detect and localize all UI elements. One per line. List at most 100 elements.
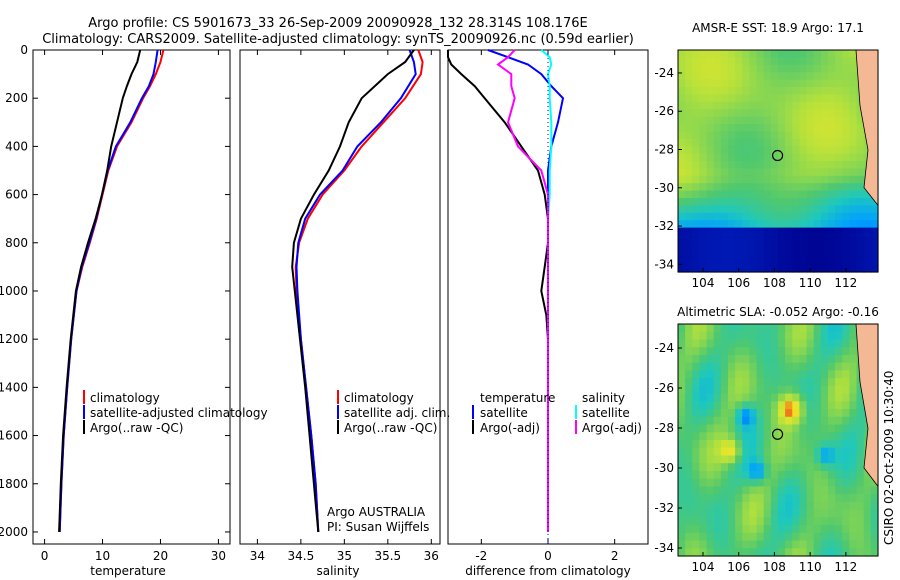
map-cell	[870, 517, 879, 526]
map-cell	[856, 447, 865, 456]
map-cell	[763, 249, 772, 258]
map-cell	[792, 153, 800, 162]
map-cell	[820, 190, 829, 199]
map-cell	[842, 478, 850, 487]
map-cell	[849, 347, 858, 356]
map-cell	[835, 494, 843, 503]
map-cell	[799, 116, 808, 125]
map-cell	[763, 161, 772, 169]
map-cell	[835, 94, 843, 103]
map-cell	[720, 324, 729, 333]
map-cell	[685, 447, 693, 456]
map-cell	[699, 153, 708, 162]
map-cell	[735, 205, 743, 214]
map-cell	[749, 183, 758, 192]
map-cell	[806, 339, 815, 348]
map-cell	[813, 385, 822, 395]
map-cell	[728, 146, 736, 155]
map-cell	[856, 470, 865, 480]
map-cell	[849, 161, 858, 169]
map-cell	[849, 494, 858, 503]
map-cell	[692, 494, 700, 503]
y-tick-label: 600	[5, 188, 28, 202]
map-cell	[842, 509, 850, 518]
sst-map-title: AMSR-E SST: 18.9 Argo: 17.1	[692, 21, 864, 35]
map-cell	[678, 190, 686, 199]
map-cell	[806, 94, 815, 103]
map-cell	[728, 220, 736, 229]
map-cell	[685, 227, 693, 236]
sla-map-title: Altimetric SLA: -0.052 Argo: -0.16	[677, 305, 879, 319]
map-cell	[785, 87, 793, 95]
map-cell	[813, 339, 822, 348]
map-cell	[806, 409, 815, 418]
map-cell	[778, 249, 786, 258]
map-cell	[692, 378, 700, 387]
map-cell	[735, 131, 743, 140]
map-cell	[770, 339, 779, 348]
map-cell	[720, 362, 729, 371]
map-cell	[742, 146, 750, 155]
map-cell	[749, 257, 758, 266]
map-cell	[870, 540, 879, 549]
map-cell	[735, 109, 743, 118]
map-cell	[842, 227, 850, 236]
map-cell	[756, 409, 765, 418]
y-tick-label: 1000	[0, 284, 28, 298]
map-cell	[685, 347, 693, 356]
map-cell	[770, 478, 779, 487]
map-cell	[813, 532, 822, 542]
map-cell	[778, 198, 786, 206]
map-cell	[742, 370, 750, 379]
map-cell	[820, 478, 829, 487]
map-cell	[678, 116, 686, 125]
map-cell	[742, 242, 750, 251]
y-tick-label: -26	[654, 381, 674, 395]
map-cell	[685, 264, 693, 273]
map-cell	[849, 339, 858, 348]
map-cell	[678, 525, 686, 534]
map-cell	[799, 190, 808, 199]
map-cell	[770, 190, 779, 199]
map-cell	[863, 478, 872, 487]
map-cell	[842, 501, 850, 511]
map-cell	[735, 409, 743, 418]
map-cell	[842, 101, 850, 110]
map-cell	[742, 416, 750, 426]
map-cell	[720, 424, 729, 433]
map-cell	[856, 409, 865, 418]
map-cell	[749, 116, 758, 125]
map-cell	[820, 401, 829, 410]
map-cell	[770, 540, 779, 549]
map-cell	[706, 212, 715, 221]
map-cell	[856, 242, 865, 251]
map-cell	[842, 378, 850, 387]
map-cell	[792, 532, 800, 542]
map-cell	[835, 220, 843, 229]
map-cell	[828, 205, 836, 214]
map-cell	[699, 146, 708, 155]
map-cell	[706, 393, 715, 402]
map-cell	[820, 447, 829, 456]
map-cell	[778, 72, 786, 81]
map-cell	[678, 87, 686, 95]
map-cell	[778, 264, 786, 273]
map-cell	[706, 264, 715, 273]
map-cell	[713, 79, 722, 88]
map-cell	[763, 548, 772, 557]
map-cell	[699, 393, 708, 402]
x-tick-label: 112	[834, 276, 857, 290]
map-cell	[763, 324, 772, 333]
map-cell	[806, 242, 815, 251]
map-cell	[806, 79, 815, 88]
map-cell	[799, 205, 808, 214]
map-cell	[820, 509, 829, 518]
map-cell	[828, 370, 836, 379]
map-cell	[692, 64, 700, 73]
map-cell	[835, 87, 843, 95]
map-cell	[735, 532, 743, 542]
map-cell	[713, 455, 722, 464]
map-cell	[678, 540, 686, 549]
map-cell	[792, 183, 800, 192]
x-tick-label: 104	[692, 276, 715, 290]
